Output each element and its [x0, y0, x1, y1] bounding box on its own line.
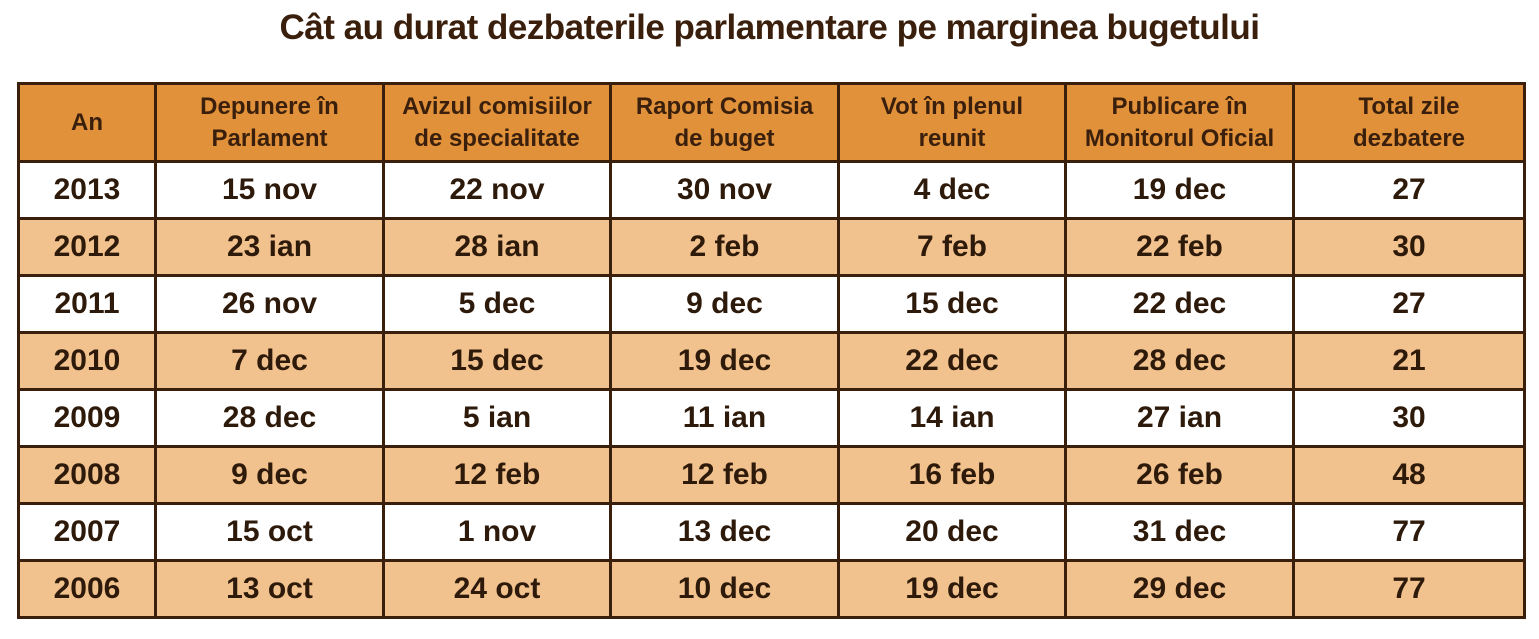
chart-title: Cât au durat dezbaterile parlamentare pe…: [279, 8, 1260, 47]
table-row: 2009 28 dec 5 ian 11 ian 14 ian 27 ian 3…: [17, 388, 1526, 448]
header-row: An Depunere în Parlament Avizul comisiil…: [17, 82, 1526, 163]
cell-plenary-vote: 19 dec: [837, 559, 1067, 619]
cell-year: 2009: [17, 388, 157, 448]
cell-plenary-vote: 16 feb: [837, 445, 1067, 505]
cell-budget-report: 12 feb: [609, 445, 840, 505]
cell-year: 2011: [17, 274, 157, 334]
cell-budget-report: 9 dec: [609, 274, 840, 334]
cell-plenary-vote: 7 feb: [837, 217, 1067, 277]
cell-year: 2010: [17, 331, 157, 391]
cell-budget-report: 10 dec: [609, 559, 840, 619]
cell-plenary-vote: 15 dec: [837, 274, 1067, 334]
cell-total-days: 30: [1292, 388, 1526, 448]
table-row: 2008 9 dec 12 feb 12 feb 16 feb 26 feb 4…: [17, 445, 1526, 505]
cell-budget-report: 13 dec: [609, 502, 840, 562]
budget-debate-table: An Depunere în Parlament Avizul comisiil…: [17, 82, 1526, 619]
cell-plenary-vote: 4 dec: [837, 160, 1067, 220]
cell-budget-report: 19 dec: [609, 331, 840, 391]
cell-publication: 22 dec: [1064, 274, 1295, 334]
table-row: 2013 15 nov 22 nov 30 nov 4 dec 19 dec 2…: [17, 160, 1526, 220]
cell-publication: 28 dec: [1064, 331, 1295, 391]
cell-budget-report: 2 feb: [609, 217, 840, 277]
cell-committee-opinion: 15 dec: [382, 331, 612, 391]
cell-year: 2012: [17, 217, 157, 277]
column-header-budget-report: Raport Comisia de buget: [609, 82, 840, 163]
cell-submission: 26 nov: [154, 274, 385, 334]
cell-total-days: 30: [1292, 217, 1526, 277]
cell-committee-opinion: 22 nov: [382, 160, 612, 220]
cell-committee-opinion: 5 dec: [382, 274, 612, 334]
cell-total-days: 77: [1292, 559, 1526, 619]
cell-publication: 22 feb: [1064, 217, 1295, 277]
cell-publication: 19 dec: [1064, 160, 1295, 220]
cell-total-days: 77: [1292, 502, 1526, 562]
table-row: 2010 7 dec 15 dec 19 dec 22 dec 28 dec 2…: [17, 331, 1526, 391]
table-row: 2007 15 oct 1 nov 13 dec 20 dec 31 dec 7…: [17, 502, 1526, 562]
cell-plenary-vote: 20 dec: [837, 502, 1067, 562]
cell-publication: 26 feb: [1064, 445, 1295, 505]
cell-total-days: 27: [1292, 274, 1526, 334]
column-header-submission: Depunere în Parlament: [154, 82, 385, 163]
cell-submission: 7 dec: [154, 331, 385, 391]
table-row: 2006 13 oct 24 oct 10 dec 19 dec 29 dec …: [17, 559, 1526, 619]
cell-budget-report: 11 ian: [609, 388, 840, 448]
cell-submission: 23 ian: [154, 217, 385, 277]
column-header-publication: Publicare în Monitorul Oficial: [1064, 82, 1295, 163]
cell-plenary-vote: 22 dec: [837, 331, 1067, 391]
column-header-year: An: [17, 82, 157, 163]
cell-year: 2006: [17, 559, 157, 619]
cell-publication: 27 ian: [1064, 388, 1295, 448]
cell-publication: 29 dec: [1064, 559, 1295, 619]
cell-submission: 13 oct: [154, 559, 385, 619]
cell-year: 2013: [17, 160, 157, 220]
cell-submission: 28 dec: [154, 388, 385, 448]
cell-plenary-vote: 14 ian: [837, 388, 1067, 448]
column-header-plenary-vote: Vot în plenul reunit: [837, 82, 1067, 163]
cell-committee-opinion: 12 feb: [382, 445, 612, 505]
cell-total-days: 21: [1292, 331, 1526, 391]
cell-total-days: 48: [1292, 445, 1526, 505]
cell-year: 2007: [17, 502, 157, 562]
cell-committee-opinion: 1 nov: [382, 502, 612, 562]
cell-committee-opinion: 28 ian: [382, 217, 612, 277]
cell-submission: 15 oct: [154, 502, 385, 562]
column-header-total-days: Total zile dezbatere: [1292, 82, 1526, 163]
table-row: 2011 26 nov 5 dec 9 dec 15 dec 22 dec 27: [17, 274, 1526, 334]
cell-submission: 15 nov: [154, 160, 385, 220]
cell-committee-opinion: 5 ian: [382, 388, 612, 448]
cell-submission: 9 dec: [154, 445, 385, 505]
cell-year: 2008: [17, 445, 157, 505]
cell-publication: 31 dec: [1064, 502, 1295, 562]
cell-total-days: 27: [1292, 160, 1526, 220]
column-header-committee-opinion: Avizul comisiilor de specialitate: [382, 82, 612, 163]
cell-budget-report: 30 nov: [609, 160, 840, 220]
cell-committee-opinion: 24 oct: [382, 559, 612, 619]
table-row: 2012 23 ian 28 ian 2 feb 7 feb 22 feb 30: [17, 217, 1526, 277]
